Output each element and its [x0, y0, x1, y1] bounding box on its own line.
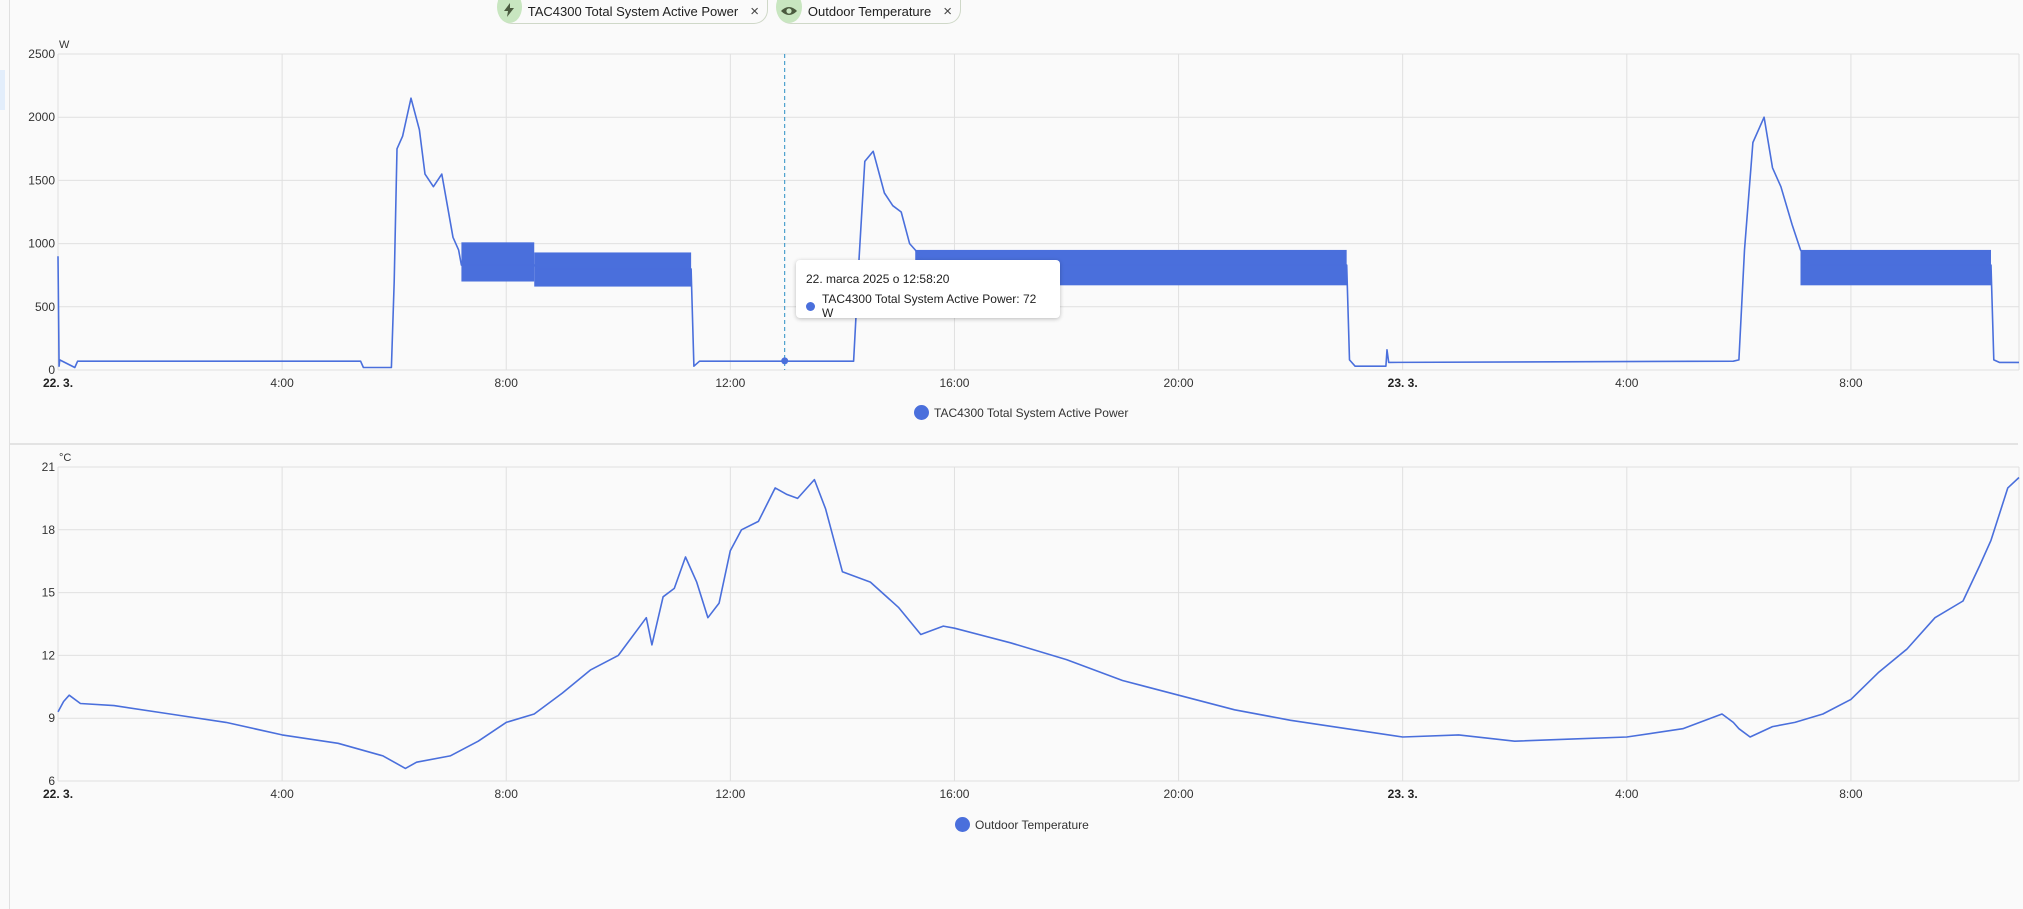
x-tick-label: 8:00	[495, 787, 519, 801]
series-line	[57, 97, 2019, 369]
y-tick-label: 1500	[28, 173, 55, 187]
y-tick-label: 2500	[28, 47, 55, 61]
y-tick-label: 21	[42, 460, 56, 474]
legend-power[interactable]: TAC4300 Total System Active Power	[914, 405, 1128, 420]
legend-dot	[914, 405, 929, 420]
legend-label: Outdoor Temperature	[975, 817, 1089, 832]
tooltip-value: TAC4300 Total System Active Power: 72 W	[821, 292, 1037, 320]
sidebar-accent	[0, 70, 5, 110]
x-tick-label: 8:00	[1839, 787, 1863, 801]
y-tick-label: 500	[35, 300, 55, 314]
lightning-icon	[497, 0, 522, 23]
legend-label: TAC4300 Total System Active Power	[934, 405, 1129, 420]
x-tick-label: 16:00	[939, 376, 969, 390]
series-band	[1800, 249, 1991, 286]
eye-icon	[776, 0, 802, 23]
close-icon[interactable]: ×	[943, 3, 952, 20]
y-tick-label: 18	[42, 523, 56, 537]
y-tick-label: 0	[48, 363, 55, 377]
y-tick-label: 1000	[28, 237, 55, 251]
x-tick-label: 23. 3.	[1388, 376, 1418, 390]
x-tick-label: 22. 3.	[43, 787, 73, 801]
x-tick-label: 4:00	[270, 376, 294, 390]
y-tick-label: 12	[42, 648, 56, 662]
x-tick-label: 4:00	[1615, 787, 1639, 801]
tooltip: 22. marca 2025 o 12:58:20 TAC4300 Total …	[796, 260, 1060, 320]
x-tick-label: 20:00	[1164, 376, 1194, 390]
x-tick-label: 12:00	[715, 376, 745, 390]
x-tick-label: 22. 3.	[43, 376, 73, 390]
y-tick-label: 2000	[28, 110, 55, 124]
power-chart[interactable]: 0 500 1000 1500 2000 2500 22. 3. 4:00 8:00 12:00 1…	[0, 0, 2023, 440]
tooltip-dot	[806, 301, 815, 311]
y-unit-label: W	[59, 39, 70, 51]
series-band	[461, 242, 535, 282]
series-line	[57, 476, 2020, 770]
entity-chip-power[interactable]: TAC4300 Total System Active Power ×	[497, 0, 768, 24]
x-tick-label: 4:00	[270, 787, 294, 801]
y-tick-label: 15	[42, 586, 56, 600]
y-unit-label: °C	[59, 452, 71, 464]
x-tick-label: 23. 3.	[1388, 787, 1418, 801]
legend-temperature[interactable]: Outdoor Temperature	[955, 817, 1089, 832]
y-tick-label: 9	[48, 711, 55, 725]
x-tick-label: 12:00	[715, 787, 745, 801]
y-tick-label: 6	[48, 774, 55, 788]
chart-divider	[10, 443, 2018, 445]
x-tick-label: 16:00	[939, 787, 969, 801]
close-icon[interactable]: ×	[750, 3, 759, 20]
x-tick-label: 20:00	[1164, 787, 1194, 801]
entity-chip-temperature[interactable]: Outdoor Temperature ×	[776, 0, 961, 24]
x-tick-label: 8:00	[495, 376, 519, 390]
x-tick-label: 4:00	[1615, 376, 1639, 390]
legend-dot	[955, 817, 970, 832]
cursor-point	[781, 357, 789, 365]
tooltip-time: 22. marca 2025 o 12:58:20	[806, 272, 950, 286]
chip-label: TAC4300 Total System Active Power	[527, 4, 739, 19]
chip-label: Outdoor Temperature	[807, 4, 932, 19]
left-border	[9, 0, 10, 909]
x-tick-label: 8:00	[1839, 376, 1863, 390]
